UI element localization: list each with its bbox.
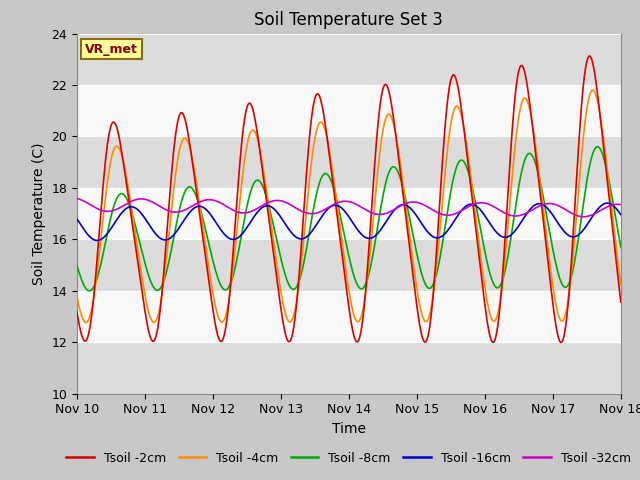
Bar bbox=[77, 240, 621, 291]
Bar bbox=[77, 342, 621, 394]
Bar bbox=[77, 136, 621, 188]
Bar bbox=[77, 188, 621, 240]
Text: VR_met: VR_met bbox=[85, 43, 138, 56]
Y-axis label: Soil Temperature (C): Soil Temperature (C) bbox=[31, 143, 45, 285]
Bar bbox=[77, 291, 621, 342]
Bar bbox=[77, 34, 621, 85]
X-axis label: Time: Time bbox=[332, 422, 366, 436]
Legend: Tsoil -2cm, Tsoil -4cm, Tsoil -8cm, Tsoil -16cm, Tsoil -32cm: Tsoil -2cm, Tsoil -4cm, Tsoil -8cm, Tsoi… bbox=[61, 447, 636, 469]
Bar bbox=[77, 85, 621, 136]
Title: Soil Temperature Set 3: Soil Temperature Set 3 bbox=[254, 11, 444, 29]
